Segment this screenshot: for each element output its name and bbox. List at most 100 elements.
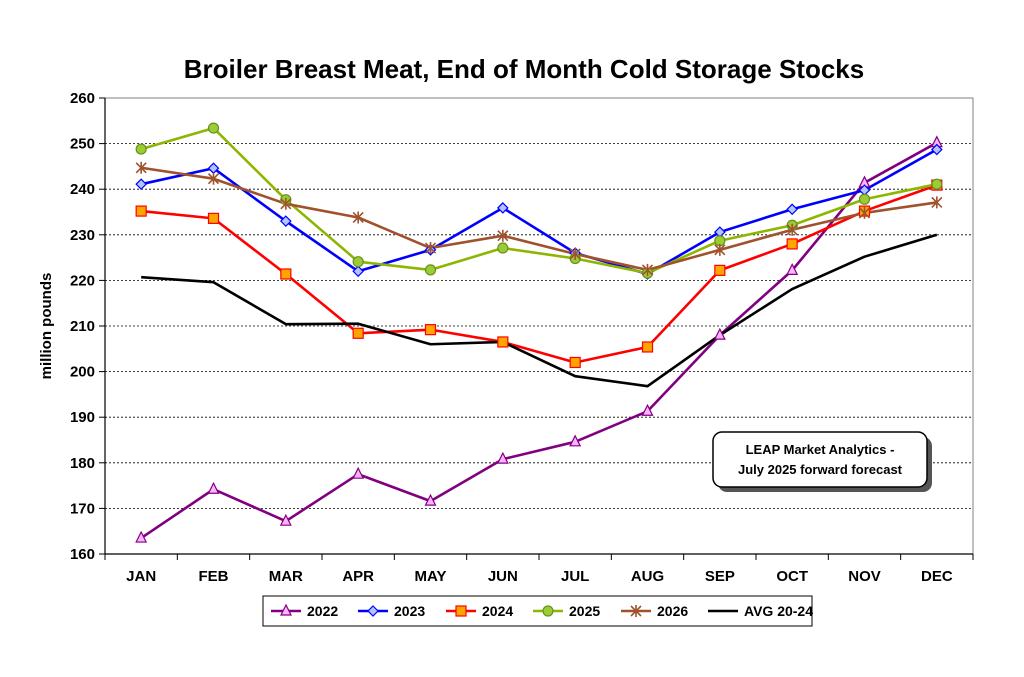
data-point [630,605,642,617]
data-point [352,466,365,479]
x-axis: JAN FEB MAR APR MAY JUN JUL AUG SEP OCT NOV DEC [104,553,974,585]
data-point [424,324,437,336]
legend-label: 2023 [394,603,425,619]
data-point [207,172,220,185]
data-point [424,493,437,506]
data-point [135,178,148,191]
y-tick-label: 210 [70,318,95,335]
x-tick-label: AUG [631,568,664,585]
series-line-2025 [140,126,938,275]
data-point [641,263,654,276]
data-point [424,264,437,276]
data-point [858,193,871,205]
annotation-box: LEAP Market Analytics - July 2025 forwar… [712,431,932,492]
legend-label: 2026 [657,603,688,619]
data-point [786,203,799,216]
data-point [497,242,509,254]
data-point [135,143,147,155]
y-tick-label: 260 [70,90,95,107]
y-axis-title: million pounds [38,273,55,380]
annotation-line-1: LEAP Market Analytics - [746,442,895,457]
data-point [858,206,871,219]
star-marker [135,161,147,174]
data-point [280,197,292,210]
series-line-2023 [140,148,938,276]
data-point [424,242,437,255]
legend-item: 2023 [358,603,425,619]
data-point [367,605,379,617]
y-tick-label: 160 [70,546,95,563]
data-point [714,264,726,276]
legend-item: 2022 [271,603,338,619]
data-point [714,243,726,256]
x-tick-label: SEP [705,568,735,585]
data-point [542,605,554,617]
series-line-2022 [140,141,938,540]
y-tick-label: 250 [70,136,95,153]
legend-item: 2024 [446,603,513,619]
y-axis: 160 170 180 190 200 210 220 230 240 250 260 [70,90,106,563]
data-point [279,513,292,526]
annotation-frame [712,431,928,488]
data-point [496,451,509,464]
data-point [713,327,726,340]
legend-label: 2024 [482,603,513,619]
y-tick-label: 220 [70,272,95,289]
grid-lines [105,143,973,509]
data-point [569,434,582,447]
data-point [786,238,798,250]
data-point [280,268,292,280]
data-point [569,247,581,260]
annotation-line-2: July 2025 forward forecast [738,462,903,477]
series-line-avg-20-24 [141,233,938,388]
star-marker [714,243,726,256]
data-point [569,356,581,369]
x-tick-label: JAN [126,568,156,585]
data-point [455,605,467,617]
star-marker [641,263,654,276]
data-point [497,336,509,348]
legend: 2022 2023 2024 2025 2026 AVG 20-24 [262,595,813,627]
star-marker [497,229,509,242]
star-marker [352,211,364,224]
star-marker [569,247,581,260]
data-point [352,211,364,224]
y-tick-label: 200 [70,364,95,381]
x-tick-label: MAR [269,568,303,585]
y-tick-label: 190 [70,409,95,426]
legend-item: 2025 [533,603,600,619]
x-tick-label: JUN [488,568,518,585]
x-tick-label: NOV [848,568,881,585]
series-markers [135,122,943,543]
data-point [786,263,799,275]
data-point [135,205,147,217]
star-marker [630,605,642,617]
series-line-2024 [141,183,938,364]
star-marker [858,206,871,219]
data-point [207,481,220,494]
star-marker [424,242,437,255]
series-line-2026 [140,166,938,272]
data-point [641,403,654,416]
data-point [930,143,943,156]
star-marker [207,172,220,185]
data-point [497,229,509,242]
star-marker [931,196,943,209]
data-point [135,530,148,543]
legend-item: 2026 [621,603,688,619]
star-marker [280,197,292,210]
data-point [280,603,292,616]
x-tick-label: OCT [776,568,808,585]
y-tick-label: 230 [70,227,95,244]
data-point [207,122,220,134]
data-point [641,341,654,353]
legend-label: AVG 20-24 [744,603,813,619]
x-tick-label: DEC [921,568,953,585]
legend-label: 2022 [307,603,338,619]
data-point [352,327,364,339]
y-tick-label: 170 [70,500,95,517]
legend-label: 2025 [569,603,600,619]
legend-item: AVG 20-24 [708,603,813,619]
data-point [279,215,292,227]
